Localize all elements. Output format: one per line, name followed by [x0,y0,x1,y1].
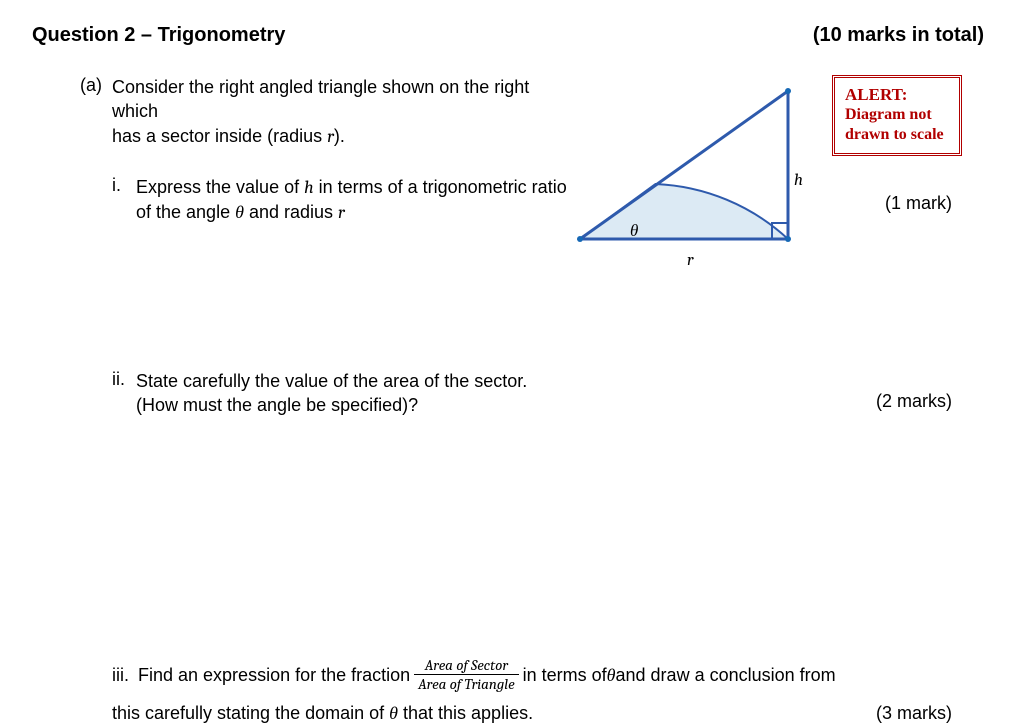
part-a: (a) Consider the right angled triangle s… [80,75,572,149]
sub-i-label: i. [112,175,136,226]
sub-iii-theta2: θ [389,703,398,724]
sub-ii-text: State carefully the value of the area of… [136,369,527,418]
r-label: r [687,251,693,270]
part-a-label: (a) [80,75,112,149]
text-column: (a) Consider the right angled triangle s… [32,75,572,247]
sub-ii-marks: (2 marks) [876,391,952,412]
sub-i-r: r [338,202,345,223]
subpart-ii: ii. State carefully the value of the are… [32,369,992,418]
sub-i-text: Express the value of h in terms of a tri… [136,175,567,226]
sub-ii-label: ii. [112,369,136,418]
section-iii: iii. Find an expression for the fraction… [32,658,992,727]
page: Question 2 – Trigonometry (10 marks in t… [0,0,1024,704]
intro-line2a: has a sector inside (radius [112,126,327,146]
sub-i-theta: θ [235,202,244,223]
total-marks: (10 marks in total) [813,24,992,47]
triangle-svg [572,79,802,254]
section-ii: ii. State carefully the value of the are… [32,369,992,418]
sub-iii-l2b: that this applies. [398,703,533,723]
intro-r: r [327,126,334,147]
sub-iii-post: and draw a conclusion from [616,662,836,689]
sub-iii-mid: in terms of [523,662,607,689]
sub-iii-row1: iii. Find an expression for the fraction… [112,658,952,694]
sub-iii-pre: Find an expression for the fraction [138,662,410,689]
body-row: (a) Consider the right angled triangle s… [32,75,992,259]
sub-ii-l2: (How must the angle be specified)? [136,395,418,415]
intro-line1: Consider the right angled triangle shown… [112,77,529,121]
sub-i-l2a: of the angle [136,202,235,222]
intro-close: ). [334,126,345,146]
sub-iii-l2a: this carefully stating the domain of [112,703,389,723]
sub-i-marks: (1 mark) [885,193,952,214]
vertex-br [785,236,791,242]
sub-iii-theta: θ [607,662,616,689]
sector-shape [580,184,788,239]
sub-i-l1a: Express the value of [136,177,304,197]
sub-ii-l1: State carefully the value of the area of… [136,371,527,391]
fraction-num: Area of Sector [414,657,518,676]
subpart-i: i. Express the value of h in terms of a … [80,175,572,226]
fraction: Area of Sector Area of Triangle [414,657,518,693]
theta-label: θ [630,221,638,241]
sub-i-h: h [304,177,314,198]
triangle-diagram: θ h r [572,79,992,259]
question-title: Question 2 – Trigonometry [32,24,285,47]
h-label: h [794,171,803,190]
vertex-top [785,88,791,94]
fraction-den: Area of Triangle [414,675,518,693]
diagram-column: ALERT: Diagram not drawn to scale θ h r … [572,75,992,259]
part-a-text: Consider the right angled triangle shown… [112,75,572,149]
header-row: Question 2 – Trigonometry (10 marks in t… [32,24,992,47]
sub-iii-label: iii. [112,662,138,689]
sub-i-l1b: in terms of a trigonometric ratio [314,177,567,197]
vertex-bl [577,236,583,242]
sub-i-l2b: and radius [244,202,338,222]
